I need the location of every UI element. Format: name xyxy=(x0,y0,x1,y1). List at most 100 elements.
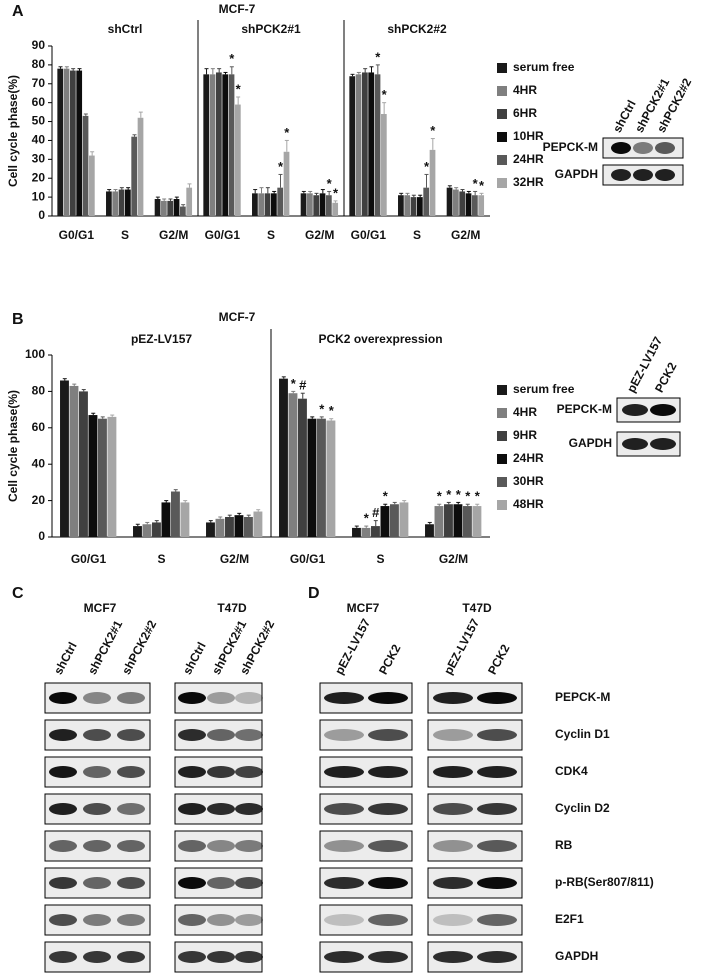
bar xyxy=(453,504,463,537)
legend-label: 30HR xyxy=(513,474,544,488)
band xyxy=(178,951,206,963)
x-tick-label: G0/G1 xyxy=(205,228,241,242)
bar xyxy=(472,506,482,537)
band xyxy=(235,914,263,926)
x-tick-label: G2/M xyxy=(159,228,188,242)
panel-label: B xyxy=(12,311,24,328)
bar xyxy=(69,385,79,537)
legend-swatch xyxy=(497,431,507,441)
y-tick-label: 60 xyxy=(32,95,46,109)
band xyxy=(235,803,263,815)
significance-mark: * xyxy=(456,487,462,502)
significance-mark: * xyxy=(291,376,297,391)
significance-mark: * xyxy=(333,185,339,200)
band xyxy=(368,877,408,889)
bar xyxy=(137,117,144,216)
band xyxy=(368,803,408,815)
significance-mark: * xyxy=(437,489,443,504)
legend-label: 9HR xyxy=(513,428,537,442)
row-label: GAPDH xyxy=(555,949,598,963)
bar xyxy=(307,418,317,537)
bar xyxy=(112,191,119,216)
bar xyxy=(410,197,417,216)
x-tick-label: S xyxy=(121,228,129,242)
legend-swatch xyxy=(497,132,507,142)
bar xyxy=(206,522,215,537)
bar xyxy=(380,506,390,537)
significance-mark: * xyxy=(473,176,479,191)
bar xyxy=(264,193,271,216)
bar xyxy=(374,74,381,216)
y-tick-label: 30 xyxy=(32,152,46,166)
band xyxy=(324,692,364,704)
y-tick-label: 40 xyxy=(32,456,46,470)
facet-title: shPCK2#2 xyxy=(387,22,447,36)
legend-label: 4HR xyxy=(513,83,537,97)
facet-title: shPCK2#1 xyxy=(241,22,301,36)
band xyxy=(178,840,206,852)
significance-mark: * xyxy=(475,489,481,504)
bar xyxy=(417,197,423,216)
significance-mark: * xyxy=(278,159,284,174)
band xyxy=(207,692,235,704)
band xyxy=(368,840,408,852)
band xyxy=(477,803,517,815)
cell-line-label: MCF7 xyxy=(347,601,380,615)
legend-label: 32HR xyxy=(513,175,544,189)
bar xyxy=(462,506,472,537)
x-tick-label: S xyxy=(267,228,275,242)
significance-mark: * xyxy=(327,176,333,191)
band xyxy=(49,840,77,852)
band xyxy=(622,404,648,416)
facet-title: pEZ-LV157 xyxy=(131,332,192,346)
x-tick-label: G2/M xyxy=(220,552,249,566)
band xyxy=(117,951,145,963)
row-label: Cyclin D1 xyxy=(555,727,610,741)
bar xyxy=(76,70,83,216)
band xyxy=(433,877,473,889)
x-tick-label: S xyxy=(376,552,384,566)
panel-label: A xyxy=(12,3,24,20)
x-tick-label: G0/G1 xyxy=(71,552,107,566)
y-axis-label: Cell cycle phase(%) xyxy=(6,390,20,502)
legend-swatch xyxy=(497,385,507,395)
bar xyxy=(60,380,69,537)
band xyxy=(324,914,364,926)
band xyxy=(633,169,653,181)
band xyxy=(207,840,235,852)
band xyxy=(178,729,206,741)
y-tick-label: 10 xyxy=(32,189,46,203)
band xyxy=(324,766,364,778)
band xyxy=(49,914,77,926)
band xyxy=(477,692,517,704)
band xyxy=(178,692,206,704)
legend-swatch xyxy=(497,109,507,119)
bar xyxy=(361,527,371,537)
row-label: Cyclin D2 xyxy=(555,801,610,815)
band xyxy=(368,729,408,741)
band xyxy=(633,142,653,154)
bar xyxy=(118,189,125,216)
band xyxy=(368,914,408,926)
bar xyxy=(88,415,98,537)
bar xyxy=(161,200,167,216)
band xyxy=(433,729,473,741)
band xyxy=(235,877,263,889)
band xyxy=(178,877,206,889)
bar xyxy=(258,193,265,216)
bar xyxy=(252,193,258,216)
significance-mark: * xyxy=(382,87,388,102)
band xyxy=(235,951,263,963)
band xyxy=(622,438,648,450)
bar xyxy=(225,516,234,537)
cell-line-label: MCF7 xyxy=(84,601,117,615)
blot-box xyxy=(174,682,263,714)
bar xyxy=(423,187,430,216)
significance-mark: * xyxy=(446,487,452,502)
legend-label: serum free xyxy=(513,60,575,74)
bar xyxy=(216,72,222,216)
bar xyxy=(371,526,380,537)
bar xyxy=(326,420,336,537)
bar xyxy=(82,115,89,216)
significance-mark: * xyxy=(229,51,235,66)
